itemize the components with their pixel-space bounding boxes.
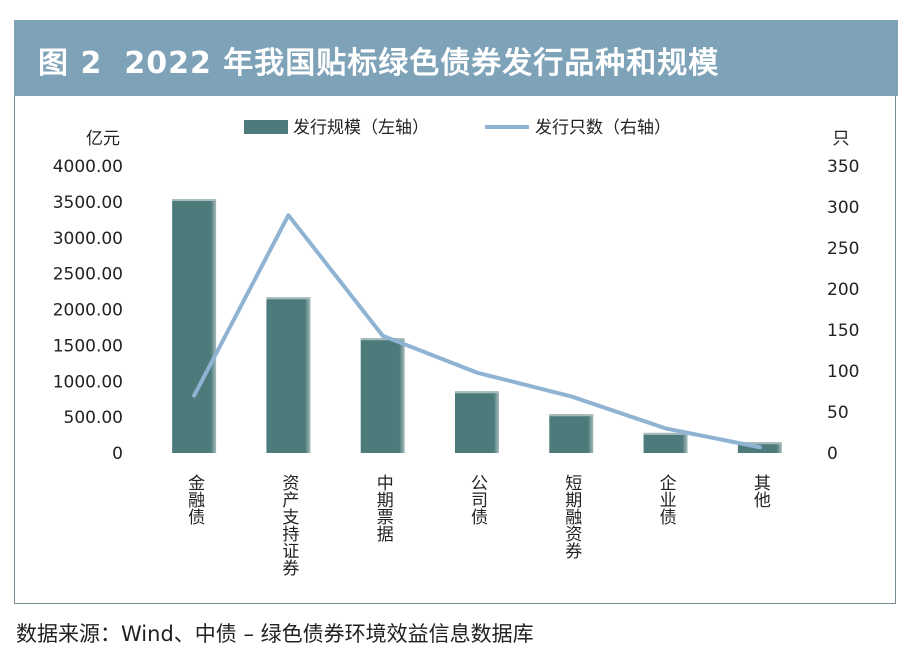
bar-top-cap	[643, 432, 688, 435]
left-axis-tick-label: 500.00	[64, 408, 123, 428]
left-axis-tick-label: 4000.00	[53, 157, 123, 177]
right-axis-tick-label: 200	[827, 280, 859, 300]
legend-swatch-bar	[244, 120, 288, 134]
line-point	[664, 426, 668, 430]
legend-label-bar: 发行规模（左轴）	[293, 118, 429, 138]
left-axis-tick-label: 1500.00	[53, 336, 123, 356]
line-point	[569, 394, 573, 398]
line-point	[192, 394, 196, 398]
right-axis-tick-label: 150	[827, 321, 859, 341]
data-source-note: 数据来源：Wind、中债 – 绿色债券环境效益信息数据库	[16, 622, 534, 646]
bar-top-cap	[737, 442, 782, 445]
right-axis-tick-label: 250	[827, 239, 859, 259]
left-axis-tick-label: 3500.00	[53, 193, 123, 213]
chart: 亿元 只 0 500.00 1000.00 1500.00 2000.00 2500.00 30…	[53, 118, 860, 576]
bar-top-cap	[266, 297, 311, 300]
chart-frame: 亿元 只 0 500.00 1000.00 1500.00 2000.00 2500.00 30…	[14, 96, 896, 604]
left-axis-tick-label: 0	[112, 444, 123, 464]
legend-label-line: 发行只数（右轴）	[535, 118, 671, 138]
line-point	[758, 445, 762, 449]
category-label: 其他	[750, 474, 771, 508]
category-label: 中期票据	[373, 474, 394, 543]
category-label: 短期融资券	[561, 474, 582, 559]
left-axis-tick-label: 2000.00	[53, 301, 123, 321]
bar	[172, 199, 217, 453]
bar-top-cap	[172, 199, 217, 202]
left-axis-tick-label: 2500.00	[53, 265, 123, 285]
bar	[549, 414, 594, 453]
category-label: 公司债	[467, 474, 488, 525]
line-point	[475, 371, 479, 375]
line-point	[381, 334, 385, 338]
figure-title-text: 2022 年我国贴标绿色债券发行品种和规模	[124, 46, 720, 81]
category-label: 金融债	[184, 474, 205, 525]
right-axis-tick-label: 300	[827, 198, 859, 218]
bar-top-cap	[549, 414, 594, 417]
right-axis-tick-label: 50	[827, 403, 849, 423]
figure-title: 图 2 2022 年我国贴标绿色债券发行品种和规模	[38, 38, 719, 82]
right-axis-tick-label: 100	[827, 362, 859, 382]
bar	[643, 432, 688, 453]
category-label: 企业债	[656, 474, 677, 525]
bar	[360, 338, 405, 453]
left-axis-unit: 亿元	[86, 129, 120, 149]
figure-number: 图 2	[38, 46, 103, 81]
right-axis-tick-label: 350	[827, 157, 859, 177]
left-axis-tick-label: 1000.00	[53, 372, 123, 392]
right-axis-unit: 只	[833, 129, 850, 149]
bar-top-cap	[360, 338, 405, 341]
bar	[455, 391, 499, 453]
category-label: 资产支持证券	[278, 474, 299, 576]
bar	[266, 297, 311, 453]
right-axis-tick-label: 0	[827, 444, 838, 464]
line-point	[286, 213, 290, 217]
bar-top-cap	[455, 391, 499, 394]
figure-header: 图 2 2022 年我国贴标绿色债券发行品种和规模	[14, 20, 898, 96]
left-axis-tick-label: 3000.00	[53, 229, 123, 249]
